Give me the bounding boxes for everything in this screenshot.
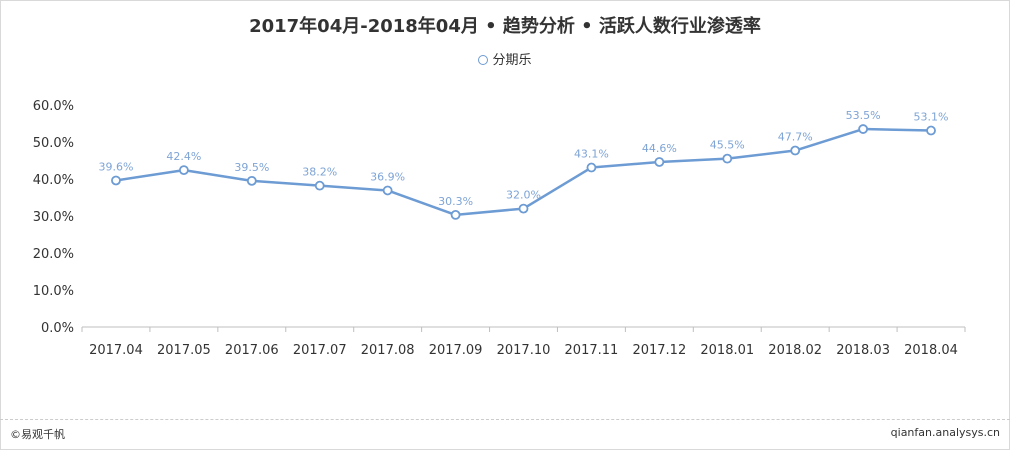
data-point[interactable] [926, 125, 936, 136]
data-label: 36.9% [370, 170, 405, 183]
data-label: 42.4% [166, 150, 201, 163]
x-tick-label: 2018.03 [836, 343, 890, 358]
x-tick-label: 2017.10 [497, 343, 551, 358]
x-tick-label: 2017.06 [225, 343, 279, 358]
y-tick-label: 10.0% [33, 284, 74, 299]
x-tick-label: 2017.09 [429, 343, 483, 358]
legend-marker-icon [478, 55, 489, 65]
x-tick-label: 2018.04 [904, 343, 958, 358]
data-label: 39.5% [234, 161, 269, 174]
legend-label: 分期乐 [492, 53, 532, 68]
y-axis: 0.0% 10.0% 20.0% 30.0% 40.0% 50.0% 60.0% [33, 99, 74, 336]
footer-brand: ©易观千帆 [10, 428, 65, 441]
data-point[interactable] [654, 157, 665, 167]
x-tick-label: 2017.07 [293, 343, 347, 358]
x-tick-label: 2018.02 [768, 343, 822, 358]
x-tick-label: 2017.04 [89, 343, 143, 358]
series-group: 39.6% 42.4% 39.5% 38.2% 36.9% 30.3% 32.0% 43.1%… [98, 109, 949, 220]
data-label: 44.6% [642, 142, 677, 155]
data-point[interactable] [722, 153, 733, 164]
data-point[interactable] [450, 209, 461, 220]
data-point[interactable] [246, 175, 257, 186]
data-point[interactable] [178, 165, 189, 176]
data-point[interactable] [790, 145, 801, 156]
data-point[interactable] [382, 185, 393, 196]
x-tick-label: 2017.12 [632, 343, 686, 358]
chart-title: 2017年04月-2018年04月 • 趋势分析 • 活跃人数行业渗透率 [249, 16, 761, 37]
data-label: 43.1% [574, 148, 609, 161]
footer-divider [0, 419, 1010, 420]
data-label: 30.3% [438, 195, 473, 208]
data-label: 47.7% [778, 131, 813, 144]
data-point[interactable] [586, 162, 597, 173]
data-point[interactable] [314, 180, 325, 191]
footer-site: qianfan.analysys.cn [890, 426, 1000, 439]
data-label: 53.1% [914, 111, 949, 124]
data-point[interactable] [858, 124, 869, 134]
y-tick-label: 60.0% [33, 99, 74, 114]
x-tick-label: 2017.08 [361, 343, 415, 358]
data-point[interactable] [111, 175, 121, 186]
data-label: 53.5% [846, 109, 881, 122]
legend[interactable]: 分期乐 [0, 49, 1010, 68]
data-label: 39.6% [98, 160, 133, 173]
y-tick-label: 30.0% [33, 210, 74, 225]
data-point[interactable] [518, 203, 529, 214]
data-label: 38.2% [302, 166, 337, 179]
y-tick-label: 20.0% [33, 247, 74, 262]
data-label: 32.0% [506, 189, 541, 202]
y-tick-label: 0.0% [41, 321, 74, 336]
x-tick-label: 2017.05 [157, 343, 211, 358]
y-tick-label: 40.0% [33, 173, 74, 188]
y-tick-label: 50.0% [33, 136, 74, 151]
x-tick-label: 2018.01 [700, 343, 754, 358]
data-label: 45.5% [710, 139, 745, 152]
x-axis: 2017.04 2017.05 2017.06 2017.07 2017.08 2017.… [81, 326, 966, 358]
x-tick-label: 2017.11 [565, 343, 619, 358]
